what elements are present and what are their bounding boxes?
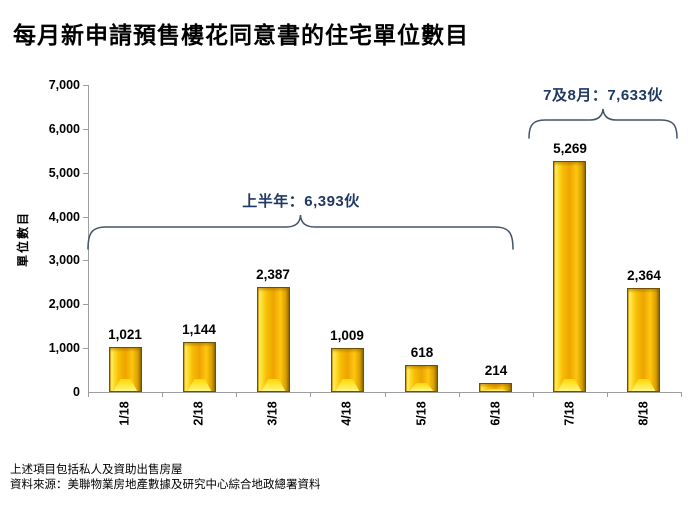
bar-8/18 bbox=[627, 288, 660, 392]
annotation-first-half: 上半年：6,393伙 bbox=[242, 193, 360, 210]
y-axis-title: 單位數目 bbox=[16, 211, 30, 268]
bar-value-label: 2,364 bbox=[627, 268, 661, 283]
bar-value-label: 214 bbox=[484, 363, 508, 378]
footnote-source: 資料來源：美聯物業房地產數據及研究中心綜合地政總署資料 bbox=[10, 479, 321, 491]
x-tick-label: 5/18 bbox=[414, 401, 429, 426]
y-tick bbox=[83, 260, 88, 261]
y-tick bbox=[83, 85, 88, 86]
bar-7/18 bbox=[553, 161, 586, 392]
chart-title: 每月新申請預售樓花同意書的住宅單位數目 bbox=[13, 22, 469, 48]
x-tick-label: 8/18 bbox=[636, 401, 651, 426]
x-axis-line bbox=[88, 392, 682, 393]
annotation-jul-aug: 7及8月：7,633伙 bbox=[543, 87, 663, 104]
y-tick bbox=[83, 129, 88, 130]
x-tick bbox=[236, 393, 237, 397]
y-tick-label: 0 bbox=[73, 385, 80, 399]
x-tick bbox=[607, 393, 608, 397]
bar-value-label: 5,269 bbox=[553, 141, 587, 156]
y-tick-label: 7,000 bbox=[48, 78, 80, 92]
x-tick bbox=[533, 393, 534, 397]
bar-value-label: 2,387 bbox=[256, 267, 290, 282]
x-tick-label: 2/18 bbox=[191, 401, 206, 426]
bar-4/18 bbox=[331, 348, 364, 392]
y-tick bbox=[83, 173, 88, 174]
y-tick-label: 3,000 bbox=[48, 253, 80, 267]
bar-6/18 bbox=[479, 383, 512, 392]
x-tick-label: 4/18 bbox=[339, 401, 354, 426]
x-tick bbox=[681, 393, 682, 397]
y-tick-label: 6,000 bbox=[48, 122, 80, 136]
x-tick-label: 1/18 bbox=[117, 401, 132, 426]
bar-value-label: 1,021 bbox=[108, 327, 142, 342]
bar-5/18 bbox=[405, 365, 438, 392]
bar-1/18 bbox=[109, 347, 142, 392]
x-tick-label: 7/18 bbox=[562, 401, 577, 426]
brace-first-half bbox=[87, 214, 514, 250]
y-tick-label: 2,000 bbox=[48, 297, 80, 311]
x-tick bbox=[88, 393, 89, 397]
x-tick bbox=[459, 393, 460, 397]
y-tick bbox=[83, 304, 88, 305]
footnote-coverage: 上述項目包括私人及資助出售房屋 bbox=[10, 464, 183, 476]
x-tick bbox=[162, 393, 163, 397]
bar-value-label: 1,144 bbox=[182, 322, 216, 337]
y-axis-line bbox=[88, 85, 89, 392]
y-tick bbox=[83, 217, 88, 218]
y-tick-label: 4,000 bbox=[48, 210, 80, 224]
bar-2/18 bbox=[183, 342, 216, 392]
y-tick-label: 1,000 bbox=[48, 341, 80, 355]
y-tick bbox=[83, 348, 88, 349]
x-tick-label: 6/18 bbox=[488, 401, 503, 426]
x-tick-label: 3/18 bbox=[265, 401, 280, 426]
brace-jul-aug bbox=[528, 108, 678, 139]
y-tick-label: 5,000 bbox=[48, 166, 80, 180]
x-tick bbox=[385, 393, 386, 397]
bar-value-label: 1,009 bbox=[330, 328, 364, 343]
bar-value-label: 618 bbox=[410, 345, 434, 360]
bar-3/18 bbox=[257, 287, 290, 392]
x-tick bbox=[310, 393, 311, 397]
